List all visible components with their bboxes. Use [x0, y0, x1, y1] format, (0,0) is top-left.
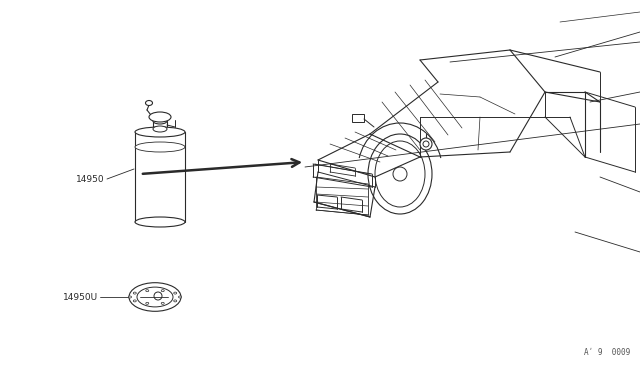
Circle shape — [423, 141, 429, 147]
Ellipse shape — [161, 302, 164, 304]
Circle shape — [154, 292, 162, 300]
Text: Aʹ 9  0009: Aʹ 9 0009 — [584, 348, 630, 357]
Ellipse shape — [146, 302, 148, 304]
Circle shape — [393, 167, 407, 181]
Ellipse shape — [129, 283, 181, 311]
Ellipse shape — [149, 112, 171, 122]
Ellipse shape — [137, 287, 173, 307]
Ellipse shape — [173, 292, 177, 294]
Ellipse shape — [153, 118, 167, 124]
Ellipse shape — [173, 300, 177, 302]
Ellipse shape — [135, 127, 185, 137]
Ellipse shape — [135, 142, 185, 152]
Ellipse shape — [133, 300, 136, 302]
Circle shape — [420, 138, 432, 150]
Ellipse shape — [146, 290, 148, 292]
Ellipse shape — [133, 292, 136, 294]
Text: 14950U: 14950U — [63, 292, 98, 301]
Text: 14950: 14950 — [76, 174, 105, 183]
Ellipse shape — [368, 134, 432, 214]
Ellipse shape — [153, 126, 167, 132]
Ellipse shape — [161, 290, 164, 292]
Bar — [352, 114, 364, 122]
Ellipse shape — [129, 296, 131, 298]
Ellipse shape — [135, 217, 185, 227]
Ellipse shape — [145, 100, 152, 106]
Ellipse shape — [179, 296, 182, 298]
Ellipse shape — [375, 141, 425, 207]
